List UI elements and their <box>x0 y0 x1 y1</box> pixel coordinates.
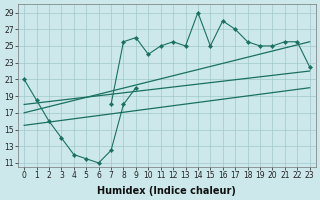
X-axis label: Humidex (Indice chaleur): Humidex (Indice chaleur) <box>98 186 236 196</box>
